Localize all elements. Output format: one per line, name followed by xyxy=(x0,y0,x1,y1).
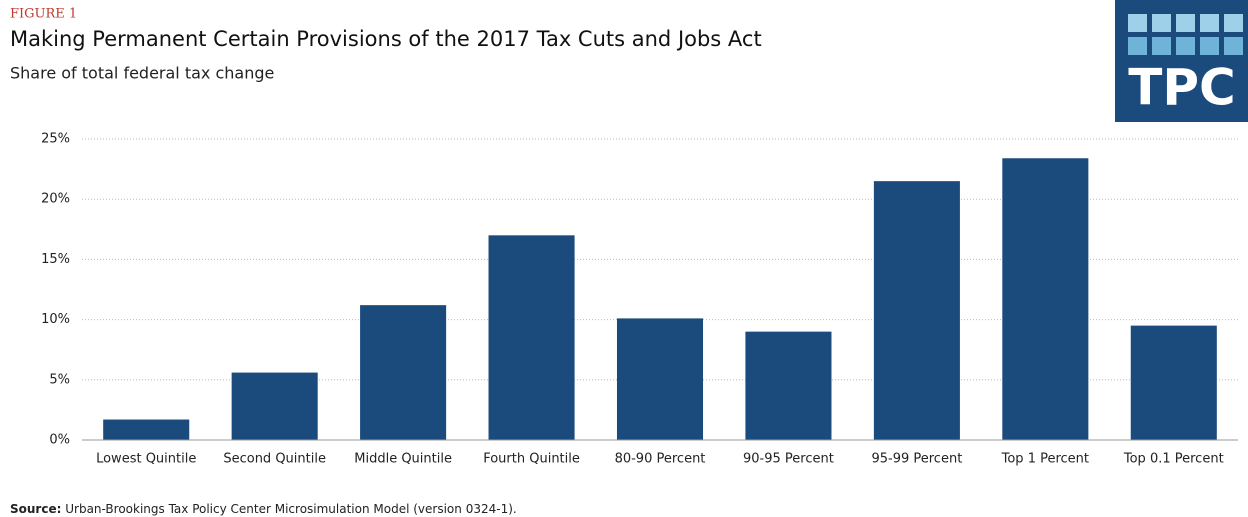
logo: TPC xyxy=(1115,0,1248,122)
bar xyxy=(1130,325,1217,440)
bar xyxy=(231,372,318,440)
y-tick-label: 0% xyxy=(49,433,70,448)
source: Source: Urban-Brookings Tax Policy Cente… xyxy=(10,502,517,516)
source-label: Source: xyxy=(10,502,61,516)
chart-title: Making Permanent Certain Provisions of t… xyxy=(10,27,762,51)
source-text: Urban-Brookings Tax Policy Center Micros… xyxy=(65,502,516,516)
y-tick-label: 5% xyxy=(49,372,70,387)
bar xyxy=(360,305,447,440)
figure-label: FIGURE 1 xyxy=(10,7,77,22)
x-tick-label: 80-90 Percent xyxy=(615,452,706,467)
x-tick-label: Top 1 Percent xyxy=(1001,452,1089,467)
y-tick-label: 20% xyxy=(41,192,70,207)
y-tick-label: 15% xyxy=(41,252,70,267)
bar xyxy=(103,419,190,440)
bar xyxy=(616,318,704,440)
bar xyxy=(488,235,575,440)
bar xyxy=(1002,158,1089,440)
bar xyxy=(873,181,960,440)
x-tick-label: Fourth Quintile xyxy=(483,452,580,467)
x-tick-label: Lowest Quintile xyxy=(96,452,196,467)
x-tick-label: Middle Quintile xyxy=(354,452,452,467)
y-tick-label: 10% xyxy=(41,312,70,327)
chart-subtitle: Share of total federal tax change xyxy=(10,64,274,83)
x-tick-label: 95-99 Percent xyxy=(871,452,962,467)
y-tick-label: 25% xyxy=(41,132,70,147)
logo-text: TPC xyxy=(1128,59,1235,117)
x-tick-label: Top 0.1 Percent xyxy=(1123,452,1224,467)
logo-squares xyxy=(1128,14,1243,55)
x-tick-label: 90-95 Percent xyxy=(743,452,834,467)
x-tick-label: Second Quintile xyxy=(223,452,326,467)
bar xyxy=(745,331,832,440)
